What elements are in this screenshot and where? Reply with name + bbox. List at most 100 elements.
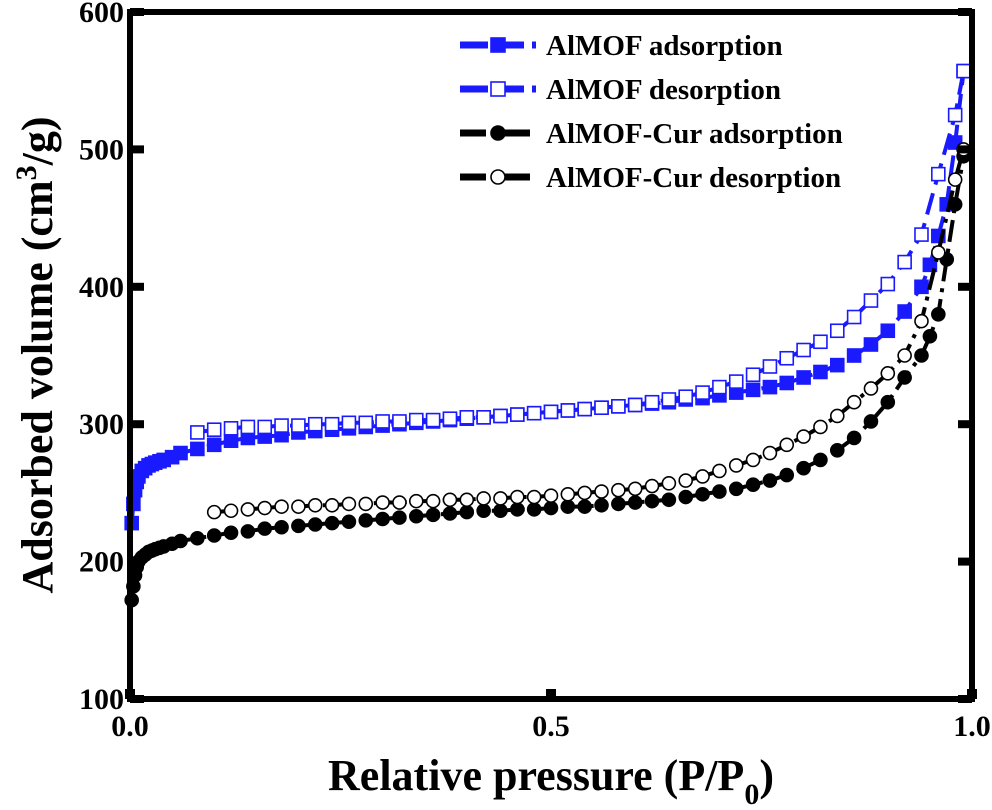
data-point-1-46 [956, 63, 971, 79]
data-point-2-30 [459, 504, 475, 520]
data-point-1-33 [745, 367, 761, 383]
data-point-2-24 [358, 513, 374, 528]
data-point-1-41 [880, 276, 896, 292]
data-point-0-49 [779, 375, 795, 391]
data-point-0-56 [897, 304, 912, 319]
data-point-2-21 [307, 517, 323, 532]
data-point-3-25 [627, 481, 643, 497]
data-point-1-35 [779, 350, 795, 366]
data-point-1-1 [206, 422, 222, 437]
y-axis-title-sup: 3 [10, 165, 43, 180]
data-point-3-6 [307, 497, 323, 513]
data-point-3-43 [931, 245, 946, 260]
data-point-0-52 [829, 357, 845, 373]
data-point-3-9 [358, 496, 374, 512]
data-point-3-33 [762, 445, 778, 461]
data-point-2-26 [392, 510, 407, 525]
legend-label-1: AlMOF desorption [546, 74, 781, 106]
data-point-3-0 [206, 504, 222, 520]
data-point-2-50 [796, 460, 811, 476]
y-axis-title: Adsorbed volume (cm3/g) [10, 117, 62, 594]
data-point-3-18 [510, 489, 525, 505]
x-axis-title: Relative pressure (P/P0) [328, 751, 774, 810]
data-point-2-32 [493, 503, 508, 519]
legend-marker-1 [490, 81, 506, 97]
series-line-2 [129, 155, 966, 601]
data-point-1-15 [442, 411, 458, 427]
data-point-3-17 [493, 491, 508, 506]
data-point-3-3 [257, 500, 273, 516]
data-point-3-44 [947, 172, 963, 187]
data-point-1-31 [712, 379, 727, 395]
y-tick-label-0: 100 [79, 683, 124, 716]
data-point-2-34 [526, 502, 542, 517]
data-point-2-42 [661, 492, 677, 508]
legend-label-2: AlMOF-Cur adsorption [546, 118, 843, 150]
data-point-3-26 [644, 478, 660, 494]
x-tick-label-0: 0.0 [111, 710, 149, 743]
data-point-1-42 [897, 254, 912, 270]
data-point-2-33 [510, 502, 525, 517]
x-tick-label-1: 0.5 [532, 710, 570, 743]
data-point-0-50 [796, 370, 811, 385]
data-point-1-13 [408, 412, 424, 428]
ticks-layer: 100 200 300 400 500 600 0.0 0.5 1.0 [79, 0, 991, 743]
data-point-2-52 [829, 443, 845, 458]
data-point-3-14 [442, 492, 458, 508]
x-axis-title-close: ) [759, 751, 774, 800]
data-point-2-16 [223, 525, 239, 541]
data-point-1-7 [307, 416, 323, 432]
data-point-3-40 [880, 366, 896, 381]
data-point-2-48 [762, 473, 778, 488]
data-point-1-25 [611, 399, 626, 414]
data-point-3-16 [476, 491, 491, 506]
y-tick-label-4: 500 [79, 133, 124, 166]
y-tick-label-1: 200 [79, 546, 124, 579]
legend-marker-3 [490, 169, 506, 185]
data-point-0-48 [762, 379, 778, 395]
data-point-3-34 [779, 437, 795, 453]
legend-marker-0 [490, 37, 506, 53]
data-point-3-37 [829, 408, 845, 424]
data-point-2-56 [897, 370, 912, 385]
data-point-3-21 [560, 486, 576, 502]
data-point-2-57 [914, 348, 929, 363]
data-point-1-5 [274, 418, 289, 433]
data-point-2-49 [779, 467, 795, 483]
data-point-3-32 [745, 452, 761, 468]
data-point-3-42 [914, 313, 929, 329]
data-point-1-16 [459, 410, 475, 425]
legend-marker-2 [490, 125, 506, 141]
data-point-3-27 [661, 475, 677, 491]
data-point-3-28 [678, 473, 694, 488]
y-tick-label-2: 300 [79, 408, 124, 441]
data-point-1-40 [863, 293, 879, 308]
data-point-1-44 [931, 166, 946, 182]
data-point-1-10 [358, 415, 374, 431]
data-point-1-14 [425, 412, 441, 428]
data-point-2-46 [728, 481, 744, 497]
data-point-2-38 [594, 497, 609, 513]
data-point-1-27 [644, 394, 660, 410]
data-point-1-17 [476, 410, 491, 425]
data-point-1-45 [947, 107, 963, 123]
data-point-2-15 [206, 528, 222, 543]
data-point-3-15 [459, 492, 475, 508]
data-point-2-53 [846, 430, 862, 446]
data-point-1-34 [762, 359, 778, 374]
data-point-1-28 [661, 392, 677, 407]
data-point-2-25 [375, 511, 390, 527]
series-1 [190, 63, 971, 440]
data-point-0-51 [813, 364, 828, 380]
x-tick-label-2: 1.0 [953, 710, 991, 743]
data-point-2-18 [257, 521, 273, 536]
data-point-2-27 [408, 508, 424, 524]
data-point-0-14 [190, 441, 205, 457]
data-point-3-38 [846, 394, 862, 410]
data-point-1-6 [291, 418, 306, 433]
legend-label-0: AlMOF adsorption [546, 30, 783, 62]
data-point-2-14 [190, 530, 205, 546]
data-point-0-16 [223, 433, 239, 448]
data-point-0-57 [914, 279, 929, 295]
data-point-3-1 [223, 503, 239, 519]
